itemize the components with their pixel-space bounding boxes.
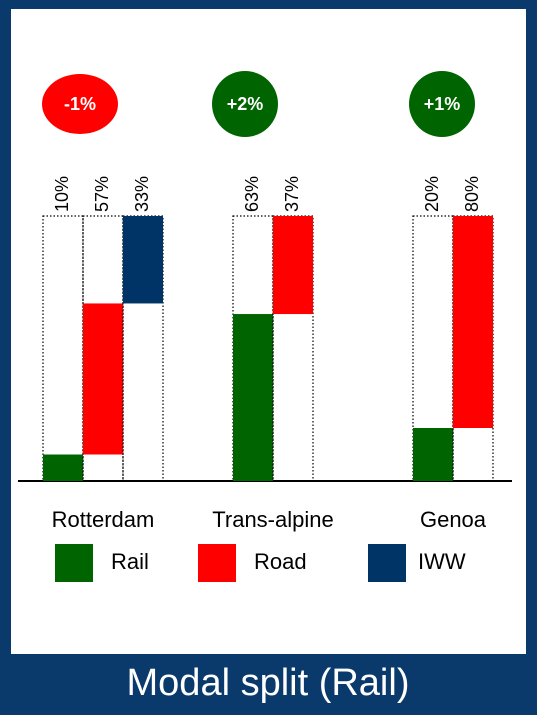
- value-label: 10%: [52, 176, 72, 212]
- change-label: +2%: [227, 94, 264, 114]
- legend-swatch: [198, 544, 236, 582]
- category-label: Rotterdam: [52, 507, 155, 532]
- bar-outline: [122, 215, 164, 482]
- value-label: 57%: [92, 176, 112, 212]
- bar: [453, 216, 493, 428]
- bar: [43, 454, 83, 481]
- change-label: +1%: [424, 94, 461, 114]
- bar: [413, 428, 453, 481]
- category-label: Trans-alpine: [212, 507, 333, 532]
- value-label: 63%: [242, 176, 262, 212]
- change-badge: [212, 71, 278, 137]
- legend-label: Road: [254, 549, 307, 574]
- legend-label: Rail: [111, 549, 149, 574]
- legend-swatch: [368, 544, 406, 582]
- bar: [123, 216, 163, 304]
- change-badge: [42, 74, 118, 134]
- bar-outline: [272, 215, 314, 482]
- category-label: Genoa: [420, 507, 487, 532]
- bar: [273, 216, 313, 315]
- change-badge: [409, 71, 475, 137]
- value-label: 80%: [462, 176, 482, 212]
- value-label: 33%: [132, 176, 152, 212]
- bar: [233, 314, 273, 481]
- change-label: -1%: [64, 94, 96, 114]
- legend-swatch: [55, 544, 93, 582]
- bar: [83, 303, 123, 455]
- legend-label: IWW: [418, 549, 466, 574]
- chart-title: Modal split (Rail): [127, 662, 410, 704]
- value-label: 20%: [422, 176, 442, 212]
- value-label: 37%: [282, 176, 302, 212]
